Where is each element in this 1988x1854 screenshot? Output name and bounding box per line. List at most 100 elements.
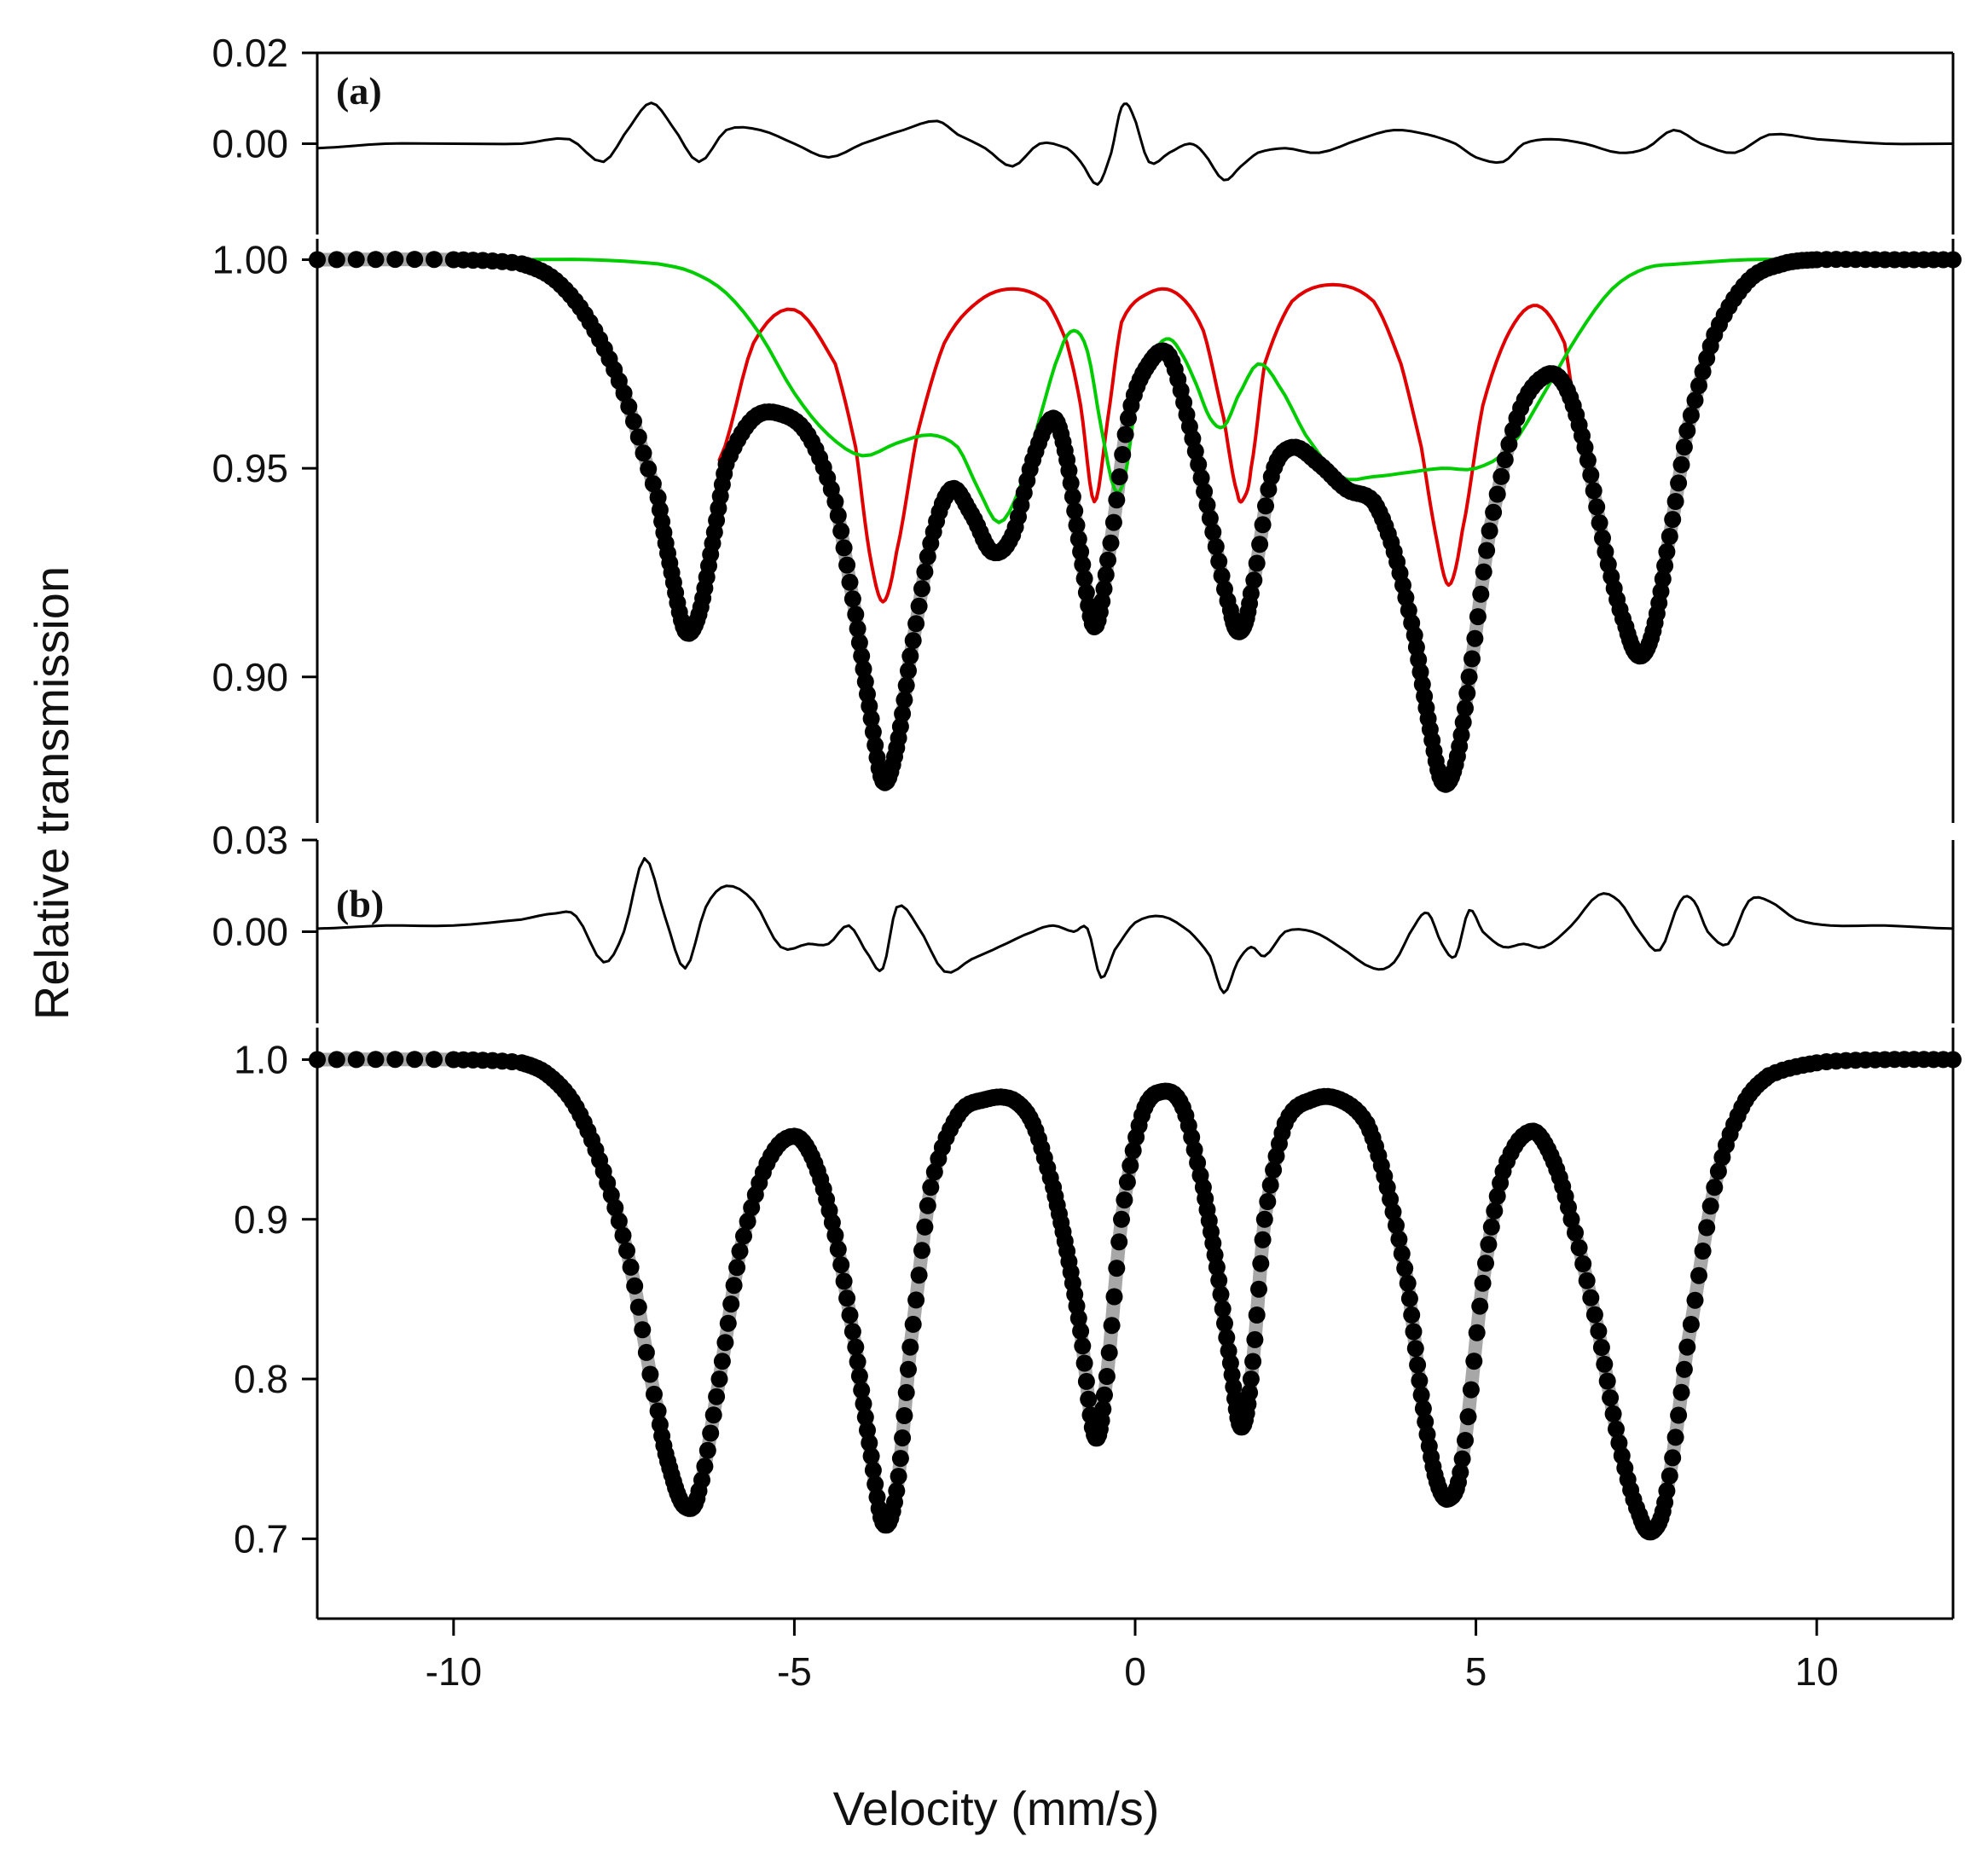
- xtick-label-4: 10: [1795, 1649, 1839, 1694]
- b-spectrum-data-point-392: [1562, 1210, 1580, 1228]
- b-spectrum-data-point-73: [698, 1441, 716, 1459]
- a-spectrum-data-point-142: [907, 615, 925, 633]
- a-spectrum-data-point-278: [1257, 497, 1274, 515]
- b-spectrum-data-point-394: [1570, 1239, 1588, 1257]
- a-spectrum-data-point-6: [426, 251, 443, 269]
- a-spectrum-data-point-273: [1242, 584, 1260, 602]
- b-spectrum-data-point-367: [1482, 1218, 1500, 1236]
- b-spectrum-ytick-label-0: 0.7: [234, 1516, 288, 1561]
- b-spectrum-data-point-362: [1468, 1324, 1486, 1341]
- b-spectrum-data-point-395: [1574, 1255, 1592, 1272]
- a-spectrum-data-point-361: [1496, 451, 1514, 469]
- a-spectrum-data-point-422: [1664, 511, 1682, 529]
- b-spectrum-data-point-288: [1259, 1193, 1277, 1210]
- a-spectrum-data-point-109: [838, 556, 856, 574]
- a-spectrum-data-point-247: [1186, 443, 1204, 461]
- a-residual-ytick-label-1: 0.02: [212, 31, 288, 75]
- b-spectrum-data-point-261: [1212, 1285, 1230, 1303]
- a-spectrum-data-point-420: [1658, 543, 1676, 560]
- a-spectrum-data-point-201: [1068, 516, 1086, 534]
- a-spectrum-data-point-200: [1066, 502, 1084, 520]
- b-spectrum-data-point-225: [1116, 1191, 1133, 1209]
- b-spectrum-data-point-287: [1255, 1210, 1273, 1228]
- a-spectrum-data-point-140: [901, 647, 919, 665]
- b-spectrum-data-point-145: [897, 1383, 915, 1401]
- a-spectrum-data-point-388: [1585, 482, 1603, 500]
- b-spectrum-data-point-6: [426, 1051, 443, 1069]
- b-spectrum-data-point-399: [1590, 1322, 1608, 1340]
- a-spectrum-data-point-359: [1488, 485, 1506, 503]
- a-spectrum-data-point-419: [1656, 557, 1674, 575]
- b-spectrum-data-point-150: [910, 1266, 928, 1284]
- b-spectrum-data-point-112: [826, 1226, 844, 1244]
- xtick-label-3: 5: [1465, 1649, 1487, 1694]
- b-spectrum-data-point-124: [856, 1408, 874, 1426]
- b-spectrum-data-point-147: [901, 1338, 919, 1356]
- a-spectrum-data-point-386: [1579, 451, 1597, 469]
- a-spectrum-data-point-1: [327, 251, 345, 269]
- b-spectrum-data-point-44: [629, 1298, 647, 1316]
- b-residual-residual-b-line: [316, 857, 1955, 994]
- a-spectrum-data-point-426: [1675, 438, 1693, 456]
- b-spectrum-data-point-262: [1214, 1300, 1232, 1318]
- a-spectrum-data-point-362: [1500, 435, 1518, 453]
- a-spectrum-data-point-37: [625, 413, 642, 431]
- a-spectrum-data-point-107: [832, 522, 850, 540]
- b-spectrum-data-point-432: [1672, 1383, 1690, 1401]
- a-spectrum-data-point-250: [1196, 483, 1214, 501]
- b-spectrum-data-point-286: [1254, 1231, 1272, 1249]
- a-spectrum-data-point-252: [1201, 509, 1219, 527]
- b-spectrum-data-point-437: [1690, 1266, 1707, 1284]
- a-spectrum-data-point-352: [1466, 629, 1484, 647]
- b-spectrum-data-point-5: [406, 1051, 424, 1069]
- a-spectrum-data-point-219: [1104, 513, 1122, 531]
- a-spectrum-data-point-216: [1097, 566, 1115, 583]
- a-spectrum-data-point-136: [894, 704, 912, 722]
- b-spectrum-data-point-284: [1250, 1280, 1267, 1298]
- b-spectrum-data-point-430: [1666, 1428, 1684, 1446]
- b-spectrum-data-point-333: [1406, 1340, 1424, 1358]
- a-spectrum-data-point-274: [1245, 571, 1263, 589]
- b-spectrum-data-point-338: [1417, 1413, 1434, 1431]
- b-spectrum-data-point-366: [1480, 1236, 1498, 1254]
- b-spectrum-data-point-264: [1218, 1329, 1236, 1347]
- a-spectrum-data-point-248: [1190, 455, 1208, 473]
- b-spectrum-data-point-427: [1658, 1482, 1676, 1500]
- a-spectrum-data-point-354: [1472, 585, 1490, 603]
- b-spectrum-data-point-360: [1462, 1381, 1480, 1399]
- b-spectrum-data-point-205: [1075, 1354, 1093, 1372]
- b-spectrum-data-point-1: [327, 1051, 345, 1069]
- a-spectrum-data-point-429: [1686, 391, 1704, 409]
- a-spectrum-data-point-3: [367, 251, 385, 269]
- b-spectrum-data-point-364: [1474, 1274, 1492, 1292]
- b-spectrum-data-point-77: [710, 1370, 728, 1388]
- b-spectrum-data-point-3: [367, 1051, 385, 1069]
- b-spectrum-data-point-4: [386, 1051, 404, 1069]
- b-spectrum-data-point-397: [1582, 1289, 1600, 1306]
- b-spectrum-data-point-218: [1098, 1368, 1116, 1385]
- a-spectrum-data-point-275: [1248, 554, 1266, 572]
- a-spectrum-data-point-139: [900, 662, 917, 680]
- a-spectrum-data-point-41: [644, 475, 662, 493]
- b-spectrum-data-point-41: [618, 1242, 635, 1260]
- a-spectrum-data-point-418: [1654, 570, 1672, 588]
- b-spectrum-data-point-325: [1388, 1216, 1405, 1234]
- b-spectrum-data-point-402: [1598, 1372, 1616, 1390]
- b-spectrum-data-point-72: [696, 1457, 714, 1475]
- b-spectrum-data-point-146: [900, 1360, 917, 1378]
- b-spectrum-data-point-337: [1414, 1399, 1432, 1417]
- b-spectrum-data-point-206: [1077, 1372, 1095, 1390]
- a-spectrum-data-point-119: [861, 698, 878, 715]
- b-spectrum-data-point-441: [1706, 1179, 1724, 1196]
- b-spectrum-data-point-326: [1390, 1231, 1408, 1249]
- b-spectrum-data-point-220: [1103, 1317, 1121, 1335]
- a-spectrum-data-point-391: [1594, 529, 1611, 547]
- a-spectrum-data-point-108: [835, 539, 853, 557]
- a-spectrum-data-point-421: [1661, 528, 1678, 545]
- a-spectrum-data-point-215: [1095, 580, 1113, 598]
- a-spectrum-data-point-36: [620, 397, 638, 415]
- b-spectrum-data-point-219: [1100, 1344, 1118, 1362]
- a-spectrum-data-point-355: [1475, 563, 1492, 581]
- b-spectrum-data-point-0: [309, 1051, 326, 1069]
